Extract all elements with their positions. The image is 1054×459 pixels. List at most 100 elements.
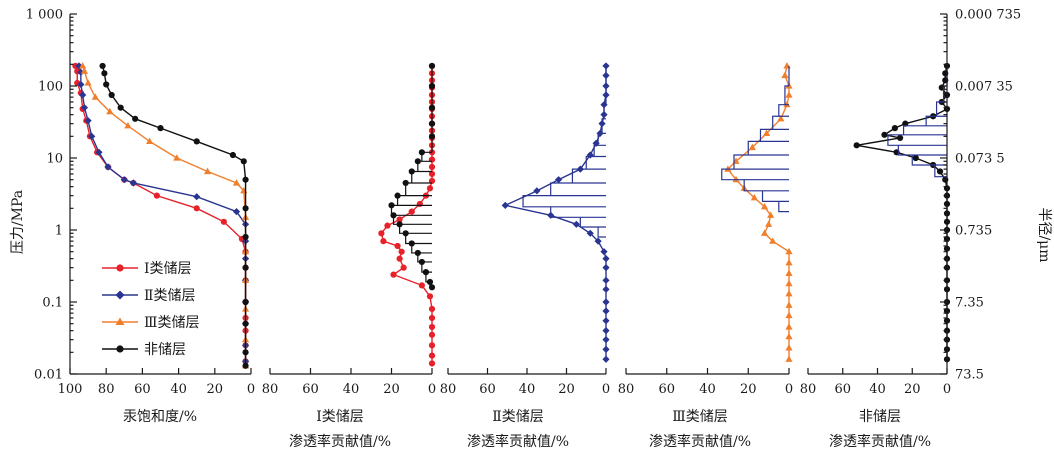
panel-1-series-2-point xyxy=(173,154,181,161)
panel-1-x-tick-label: 20 xyxy=(207,382,224,397)
plot-area: 100 80 60 40 20 0 80 60 40 20 0 80 60 40 20 0 80 60 40 20 0 8… xyxy=(26,8,1021,398)
panel-5-x-tick-label: 80 xyxy=(800,382,817,397)
panel-3-series-0-point xyxy=(602,307,610,315)
panel-3-x-tick-label: 0 xyxy=(602,382,610,397)
legend-marker-nonreservoir xyxy=(116,345,124,353)
panel-4-series-0-point xyxy=(781,71,789,79)
panel-1-series-2-point xyxy=(91,93,99,100)
panel-2-series-0-point xyxy=(428,314,436,322)
legend-marker-class3 xyxy=(115,317,125,325)
panel-1-series-0-point xyxy=(220,218,227,225)
panel-1-series-3-point xyxy=(242,264,249,271)
panel-1-series-3-point xyxy=(242,320,249,327)
panel-5-series-0-line xyxy=(856,65,949,360)
panel-2-series-1-point xyxy=(418,258,425,266)
panel-4-series-0-point xyxy=(748,143,756,151)
panel-4-series-0-point xyxy=(769,237,777,244)
panel-3-series-0-point xyxy=(602,345,610,353)
panel-2-series-1-point xyxy=(428,82,436,90)
panel-2-series-1-point xyxy=(428,133,436,140)
panel-2-series-0-point xyxy=(428,342,436,349)
left-y-tick-label: 10 xyxy=(46,152,63,167)
panel-2-series-1-point xyxy=(428,104,436,111)
panel-3-series-0-point xyxy=(533,187,541,195)
panel-2-series-0-point xyxy=(400,264,407,271)
panel-1-series-3-point xyxy=(240,158,247,165)
panel-4-series-0-point xyxy=(760,229,769,236)
panel-2-series-1-point xyxy=(402,179,409,187)
panel-2-title-line2: 渗透率贡献值/% xyxy=(289,433,391,450)
panel-4-series-1-bars xyxy=(721,65,790,213)
panel-5-x-tick-label: 0 xyxy=(943,382,951,397)
panel-4-x-tick-label: 40 xyxy=(699,382,716,397)
panel-1-series-1-point xyxy=(120,176,128,184)
panel-5-x-tick-label: 60 xyxy=(834,382,851,397)
panel-3-series-1-bars xyxy=(522,65,607,238)
panel-2-series-0-point xyxy=(426,293,434,300)
panel-2-series-1-point xyxy=(418,149,425,156)
left-y-tick-label: 1 xyxy=(55,224,63,239)
panel-1-series-3-point xyxy=(108,91,115,99)
panel-1-series-1-point xyxy=(84,117,92,125)
right-y-tick-label: 7.35 xyxy=(955,296,984,311)
panel-5-series-0-point xyxy=(912,154,919,162)
panel-3-title-line1: Ⅱ类储层 xyxy=(492,409,544,425)
panel-3-series-0-point xyxy=(602,298,610,306)
panel-4-series-0-point xyxy=(760,203,769,210)
panel-1-series-0-point xyxy=(193,205,200,212)
panel-3-series-0-point xyxy=(602,285,610,293)
panel-3-x-tick-label: 40 xyxy=(519,382,536,397)
panel-2-series-0-point xyxy=(428,360,436,367)
right-y-tick-label: 0.007 35 xyxy=(955,80,1013,95)
panel-1-series-3-point xyxy=(242,205,249,212)
panel-3-x-tick-label: 60 xyxy=(479,382,496,397)
panel-4-series-0-point xyxy=(750,194,758,201)
panel-3-series-0-point xyxy=(501,201,509,209)
legend-marker-class2 xyxy=(115,290,125,300)
panel-2-series-1-point xyxy=(428,120,436,127)
panel-2-series-1-point xyxy=(408,240,415,247)
panel-1-series-3-point xyxy=(193,138,200,145)
panel-2-x-tick-label: 20 xyxy=(383,382,400,397)
legend-label-nonreservoir: 非储层 xyxy=(144,342,186,358)
panel-1-series-1-point xyxy=(80,104,89,112)
panel-1-series-2-point xyxy=(84,79,92,86)
panel-1-series-1-point xyxy=(95,148,103,156)
panel-1-x-tick-label: 0 xyxy=(247,382,255,397)
panel-2-series-1-point xyxy=(414,249,421,257)
right-y-tick-label: 0.073 5 xyxy=(955,152,1005,167)
panel-3-series-0-point xyxy=(602,255,610,263)
panel-4-series-0-point xyxy=(765,220,773,227)
left-y-tick-label: 1 000 xyxy=(26,8,63,23)
panel-1-series-1-point xyxy=(193,193,201,201)
panel-2-series-1-point xyxy=(428,284,436,291)
panel-5-series-0-point xyxy=(936,168,944,175)
y-axis-title: 压力/MPa xyxy=(10,190,26,254)
panel-1-series-1-point xyxy=(77,80,85,89)
legend: Ⅰ类储层 Ⅱ类储层 Ⅲ类储层 非储层 xyxy=(102,261,200,358)
panel-4-title-line1: Ⅲ类储层 xyxy=(672,409,728,425)
right-axis-title: 半径/μm xyxy=(1036,207,1052,262)
panel-4-series-0-point xyxy=(777,115,785,122)
panel-1-series-2-point xyxy=(124,122,132,129)
panel-1-series-2-point xyxy=(80,67,89,74)
panel-1-xlabel: 汞饱和度/% xyxy=(123,409,197,425)
panel-2-series-0-point xyxy=(426,185,434,192)
panel-1-series-3-point xyxy=(103,81,110,88)
panel-1-series-1-point xyxy=(232,208,241,216)
panel-1-x-tick-label: 80 xyxy=(98,382,115,397)
panel-1-x-tick-label: 60 xyxy=(134,382,151,397)
panel-2-series-0-point xyxy=(394,242,401,250)
panel-4-series-0-point xyxy=(785,344,793,351)
panel-4-x-tick-label: 60 xyxy=(658,382,675,397)
panel-2-series-1-point xyxy=(426,278,434,286)
panel-5-x-tick-label: 40 xyxy=(869,382,886,397)
panel-3-series-0-point xyxy=(586,229,594,237)
panel-2-x-tick-label: 0 xyxy=(428,382,436,397)
panel-5-series-0-point xyxy=(891,125,898,132)
panel-1-series-3-point xyxy=(132,115,139,122)
panel-2-series-1-point xyxy=(396,221,403,228)
panel-2-series-1-point xyxy=(414,158,421,165)
panel-4-series-0-point xyxy=(785,279,793,287)
